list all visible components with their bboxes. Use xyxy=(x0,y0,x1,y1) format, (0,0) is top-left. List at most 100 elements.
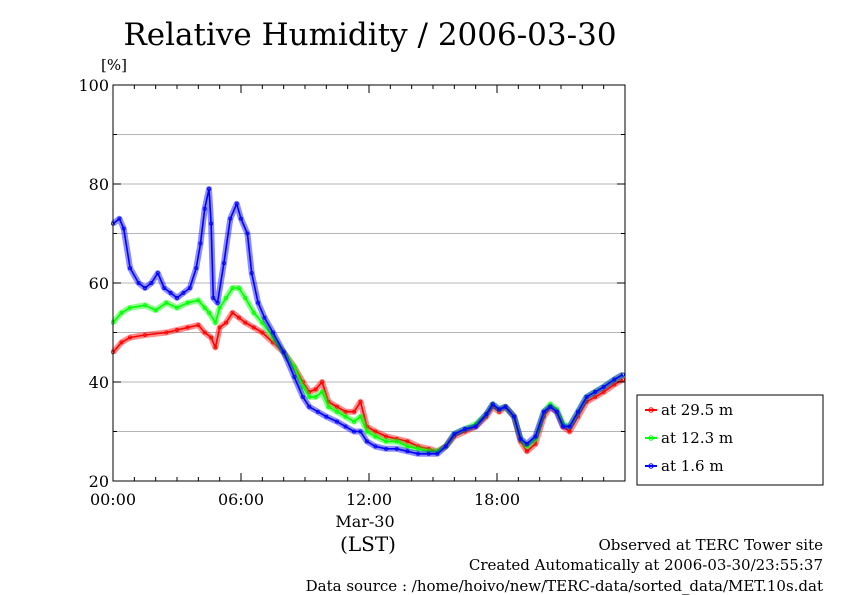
data-point xyxy=(518,436,523,441)
data-point xyxy=(238,216,243,221)
data-point xyxy=(174,305,179,310)
data-point xyxy=(426,451,431,456)
data-point xyxy=(209,221,214,226)
x-tick-label: 00:00 xyxy=(90,490,136,509)
data-point xyxy=(512,414,517,419)
data-point xyxy=(358,414,363,419)
data-point xyxy=(452,431,457,436)
data-point xyxy=(620,372,625,377)
data-point xyxy=(435,451,440,456)
legend: at 29.5 m at 12.3 m at 1.6 m xyxy=(636,394,824,486)
data-point xyxy=(206,186,211,191)
data-point xyxy=(260,330,265,335)
data-point xyxy=(462,429,467,434)
data-point xyxy=(198,241,203,246)
data-point xyxy=(228,216,233,221)
data-point xyxy=(164,300,169,305)
data-point xyxy=(262,315,267,320)
data-point xyxy=(320,389,325,394)
data-point xyxy=(313,394,318,399)
data-point xyxy=(524,444,529,449)
data-point xyxy=(352,429,357,434)
data-point xyxy=(300,394,305,399)
data-point xyxy=(567,424,572,429)
data-point xyxy=(307,394,312,399)
data-point xyxy=(405,444,410,449)
grid xyxy=(113,134,625,432)
data-point xyxy=(300,384,305,389)
y-tick-label: 20 xyxy=(89,472,109,491)
data-point xyxy=(215,300,220,305)
data-point xyxy=(394,446,399,451)
data-point xyxy=(497,407,502,412)
data-point xyxy=(593,394,598,399)
data-point xyxy=(117,216,122,221)
data-point xyxy=(358,429,363,434)
data-point xyxy=(174,295,179,300)
data-point xyxy=(320,379,325,384)
data-point xyxy=(270,340,275,345)
data-point xyxy=(358,399,363,404)
data-point xyxy=(473,424,478,429)
data-point xyxy=(426,446,431,451)
data-point xyxy=(548,404,553,409)
data-point xyxy=(202,330,207,335)
series-layer xyxy=(110,185,625,457)
data-point xyxy=(503,404,508,409)
data-point xyxy=(181,290,186,295)
y-tick-label: 40 xyxy=(89,373,109,392)
data-point xyxy=(185,300,190,305)
series-1 xyxy=(110,309,625,455)
data-point xyxy=(416,446,421,451)
data-point xyxy=(153,308,158,313)
data-point xyxy=(334,404,339,409)
data-point xyxy=(343,409,348,414)
data-point xyxy=(142,285,147,290)
series-band xyxy=(110,285,625,455)
data-point xyxy=(612,382,617,387)
x-tick-label: 18:00 xyxy=(474,490,520,509)
data-point xyxy=(281,350,286,355)
data-point xyxy=(128,305,133,310)
data-point xyxy=(217,305,222,310)
data-point xyxy=(373,444,378,449)
data-point xyxy=(334,419,339,424)
data-point xyxy=(584,394,589,399)
data-point xyxy=(243,295,248,300)
data-point xyxy=(136,280,141,285)
data-point xyxy=(270,335,275,340)
data-point xyxy=(236,285,241,290)
data-point xyxy=(364,429,369,434)
data-point xyxy=(142,332,147,337)
data-point xyxy=(324,414,329,419)
data-point xyxy=(576,414,581,419)
data-point xyxy=(601,384,606,389)
data-point xyxy=(221,261,226,266)
data-point xyxy=(224,295,229,300)
data-point xyxy=(384,439,389,444)
legend-box xyxy=(636,394,824,486)
data-point xyxy=(245,231,250,236)
data-point xyxy=(209,335,214,340)
data-point xyxy=(490,402,495,407)
data-point xyxy=(270,330,275,335)
footer-created: Created Automatically at 2006-03-30/23:5… xyxy=(469,556,823,574)
data-point xyxy=(533,434,538,439)
data-point xyxy=(326,404,331,409)
data-point xyxy=(524,441,529,446)
data-point xyxy=(185,325,190,330)
data-point xyxy=(292,365,297,370)
legend-marker xyxy=(648,407,654,413)
data-point xyxy=(292,375,297,380)
data-point xyxy=(373,429,378,434)
data-point xyxy=(364,439,369,444)
data-point xyxy=(230,310,235,315)
data-point xyxy=(394,436,399,441)
y-tick-label: 80 xyxy=(89,175,109,194)
data-point xyxy=(352,409,357,414)
data-point xyxy=(196,298,201,303)
data-point xyxy=(194,266,199,271)
data-point xyxy=(164,330,169,335)
data-point xyxy=(149,280,154,285)
data-point xyxy=(168,290,173,295)
